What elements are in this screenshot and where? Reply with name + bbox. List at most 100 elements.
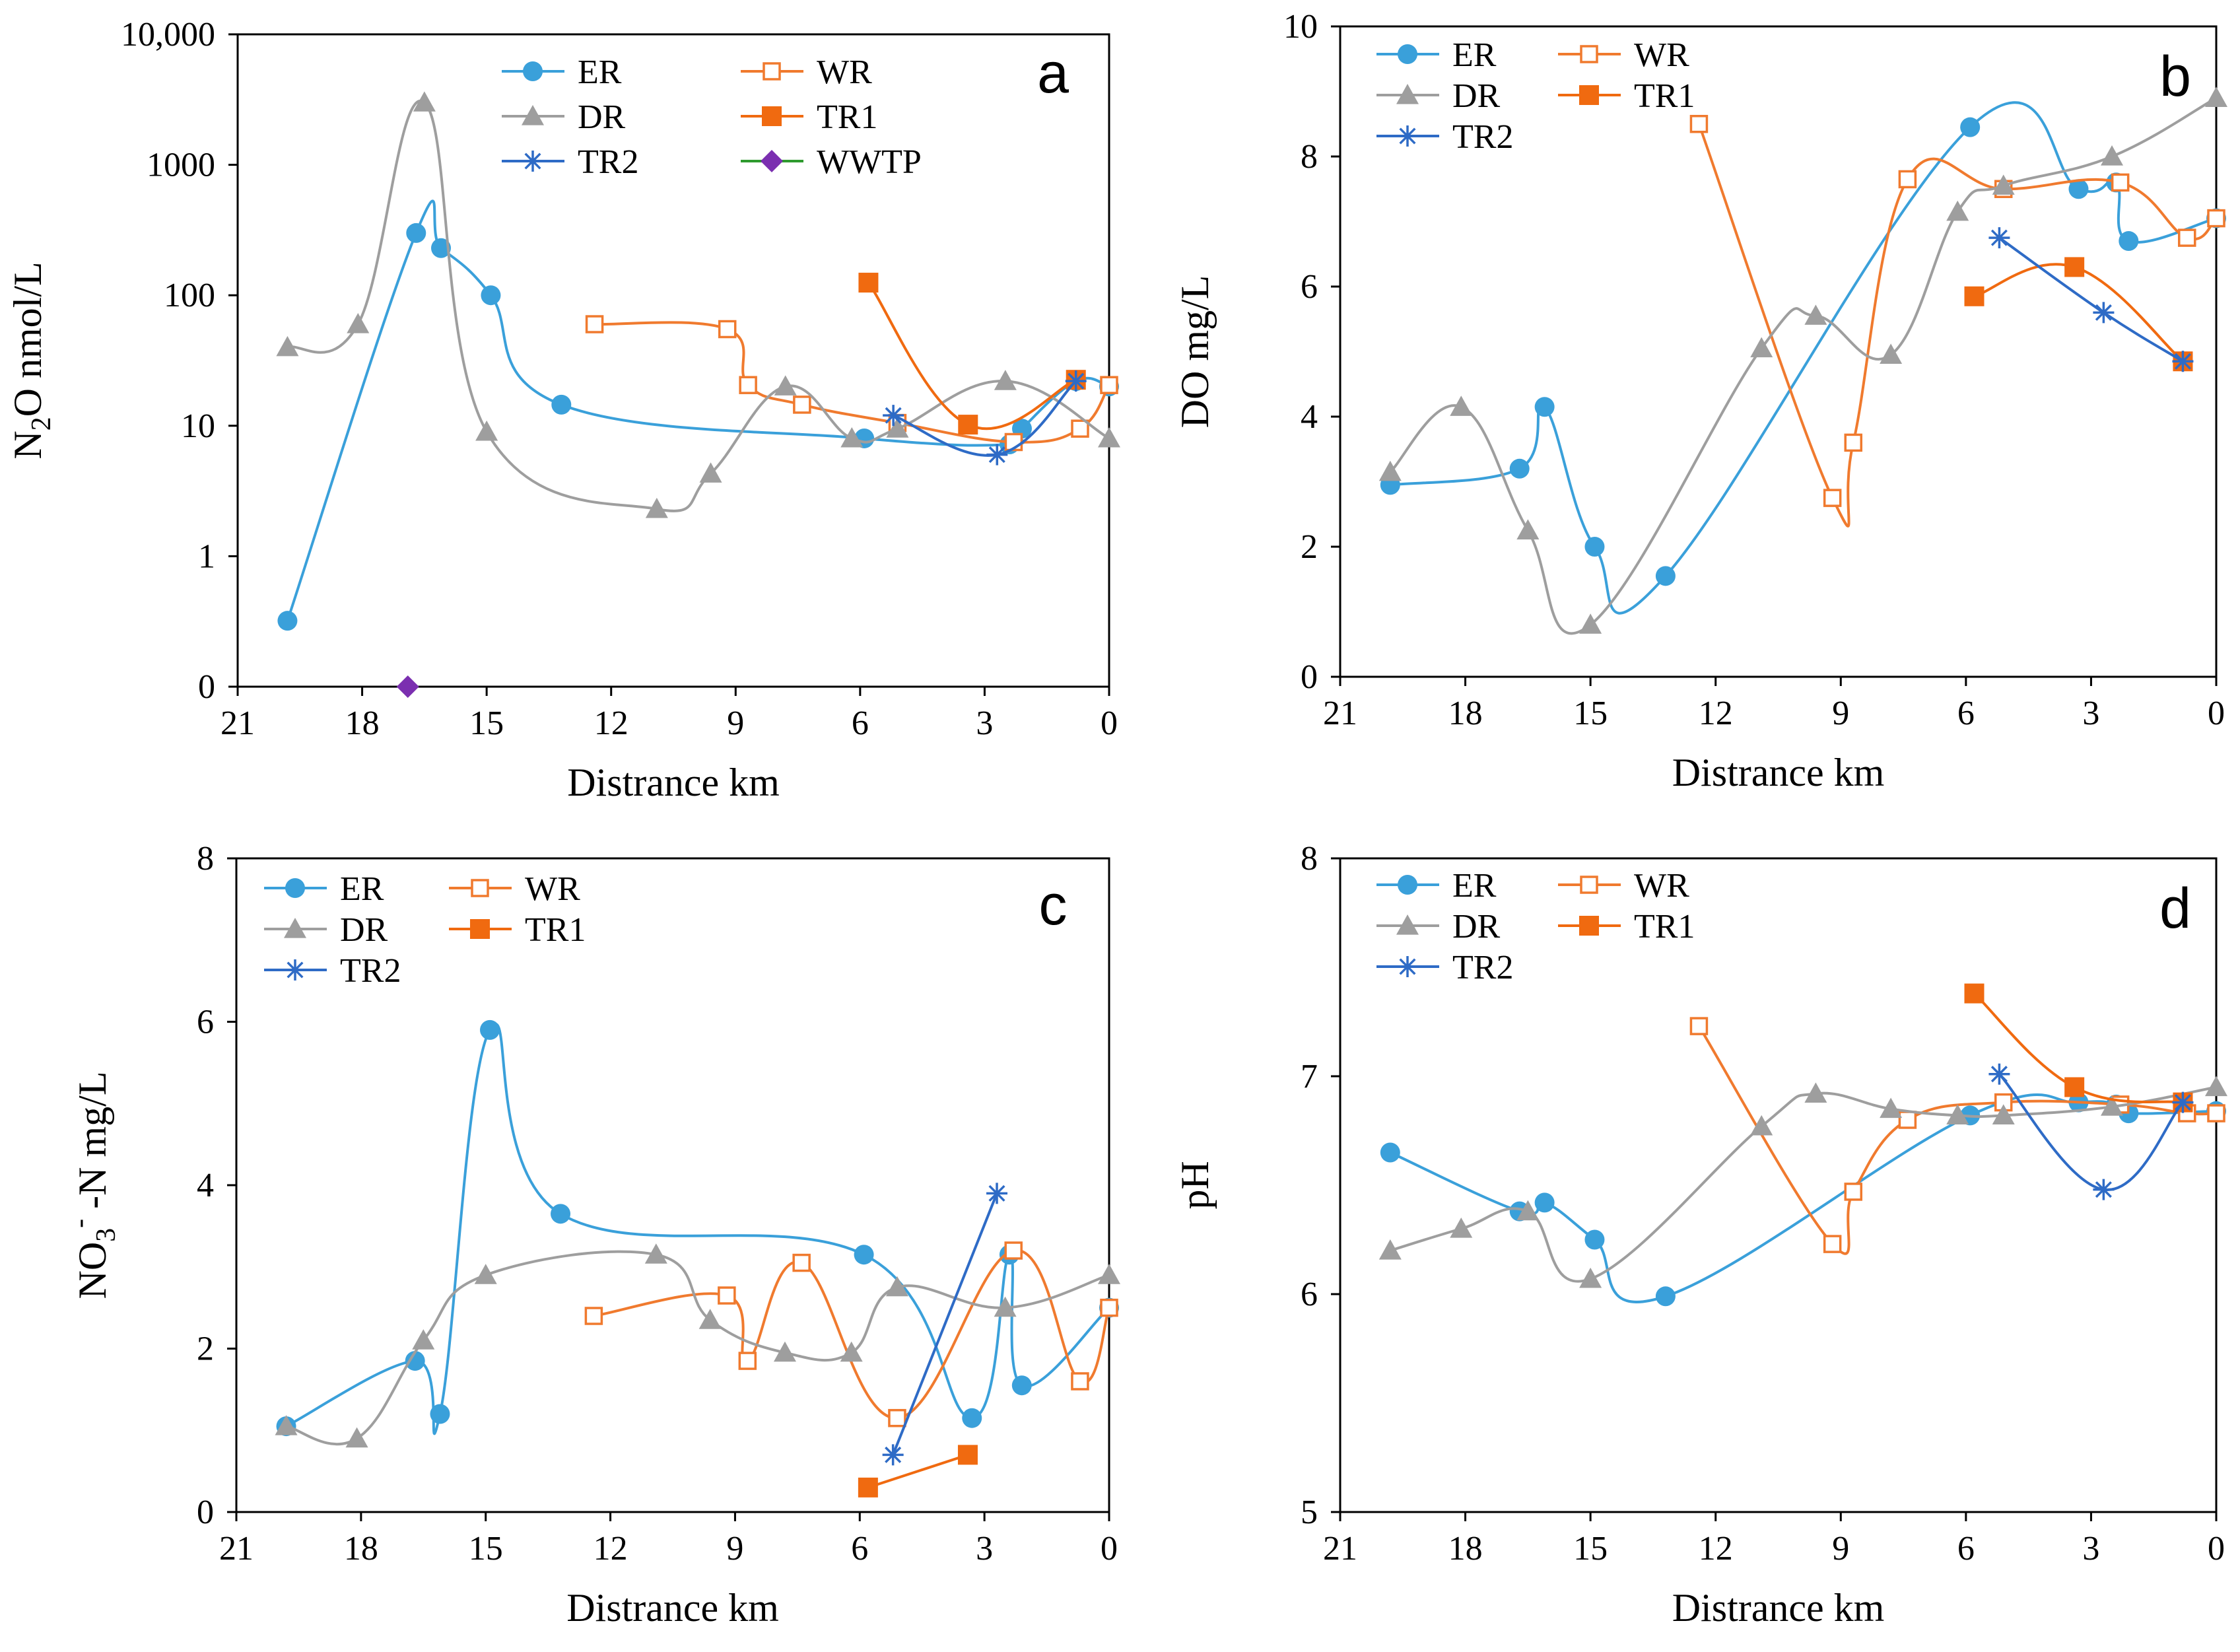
y-tick-label: 10 (181, 407, 215, 445)
marker-tr1 (762, 106, 782, 126)
marker-dr (774, 375, 797, 396)
marker-dr (1098, 427, 1120, 448)
marker-wr (793, 396, 811, 414)
marker-tr2 (2172, 351, 2194, 372)
marker-dr (1804, 304, 1827, 325)
marker-dr (840, 427, 864, 448)
marker-er (481, 285, 501, 306)
x-tick-label: 0 (2208, 1530, 2225, 1567)
marker-tr2 (1988, 1063, 2010, 1085)
legend-label-wwtp: WWTP (817, 143, 922, 181)
marker-wr (1004, 1241, 1023, 1260)
marker-dr (994, 370, 1017, 390)
legend-label-tr1: TR1 (525, 911, 586, 949)
marker-wr (1898, 170, 1917, 189)
legend: ER WR DR TR1 TR2 WWTP (502, 53, 922, 181)
series-dr (1378, 1076, 2227, 1288)
marker-er (854, 1245, 874, 1265)
marker-er (1534, 1192, 1555, 1213)
y-tick-label: 6 (1301, 268, 1318, 306)
y-axis-label: N2O nmol/L (6, 261, 57, 459)
marker-wr (1071, 1372, 1089, 1391)
marker-er (551, 394, 572, 415)
series-tr1 (858, 273, 1086, 435)
marker-tr2 (285, 959, 306, 981)
marker-dr (345, 1427, 368, 1448)
marker-wwtp (396, 675, 419, 698)
chart-panel-a: 21 18 15 12 9 6 3 0 0 1 10 100 1000 10,000 Distrance k… (6, 16, 1120, 804)
x-tick-label: 15 (469, 705, 504, 742)
legend-label-tr1: TR1 (1634, 77, 1695, 115)
marker-dr (1579, 613, 1602, 634)
marker-dr (412, 1329, 435, 1350)
legend-label-tr1: TR1 (817, 98, 877, 136)
chart-panel-d: 21 18 15 12 9 6 3 0 5 6 7 8 Distrance km pH ER WR DR TR1 T… (1173, 840, 2227, 1630)
y-tick-label: 6 (197, 1004, 214, 1041)
x-tick-label: 15 (469, 1530, 503, 1567)
marker-tr1 (470, 919, 490, 939)
series-dr (275, 1243, 1120, 1448)
marker-tr2 (522, 151, 543, 172)
x-tick-label: 6 (1957, 695, 1975, 732)
x-tick-label: 12 (594, 1530, 628, 1567)
legend-label-tr2: TR2 (578, 143, 638, 181)
marker-dr (1516, 1200, 1540, 1221)
series-tr2 (882, 1183, 1008, 1466)
series-line-dr (1389, 96, 2217, 635)
marker-wr (1071, 419, 1089, 438)
marker-tr1 (957, 1445, 978, 1465)
marker-er (277, 611, 298, 631)
marker-er (406, 223, 426, 243)
x-axis-label: Distrance km (566, 1586, 779, 1630)
marker-dr (1098, 1264, 1120, 1284)
x-tick-label: 6 (1957, 1530, 1975, 1567)
marker-dr (773, 1341, 796, 1362)
x-tick-label: 18 (1448, 695, 1483, 732)
legend-label-wr: WR (817, 53, 872, 91)
marker-er (1011, 1375, 1032, 1396)
marker-dr (1946, 1104, 1969, 1124)
marker-wr (471, 879, 489, 897)
x-tick-label: 21 (1323, 1530, 1357, 1567)
series-tr2 (883, 370, 1087, 465)
marker-dr (1396, 914, 1419, 935)
legend-label-wr: WR (525, 870, 580, 908)
marker-dr (1516, 519, 1540, 539)
legend-label-tr1: TR1 (1634, 908, 1695, 946)
marker-wr (888, 1408, 906, 1428)
marker-dr (522, 105, 544, 125)
marker-tr1 (1579, 85, 1599, 105)
x-axis-label: Distrance km (567, 761, 780, 804)
marker-er (551, 1204, 571, 1224)
y-axis-label-rest: O nmol/L (6, 261, 50, 417)
marker-tr1 (1964, 983, 1985, 1004)
y-axis-label: DO mg/L (1173, 275, 1217, 429)
x-axis-label: Distrance km (1672, 1586, 1885, 1630)
legend-label-dr: DR (578, 98, 626, 136)
marker-dr (1750, 337, 1773, 358)
x-tick-label: 3 (976, 1530, 993, 1567)
series-wr (585, 315, 1118, 452)
legend-label-er: ER (340, 870, 384, 908)
marker-wr (739, 376, 757, 394)
x-tick-label: 0 (1101, 705, 1118, 742)
panel-letter: c (1039, 874, 1068, 937)
x-tick-label: 15 (1573, 1530, 1608, 1567)
x-tick-label: 9 (726, 1530, 743, 1567)
marker-wr (1823, 489, 1842, 507)
marker-dr (284, 918, 306, 938)
plot-area-frame (236, 33, 1110, 688)
x-tick-label: 9 (1832, 1530, 1849, 1567)
series-wr (1689, 1017, 2225, 1255)
x-tick-label: 0 (1101, 1530, 1118, 1567)
marker-er (1655, 1286, 1676, 1307)
marker-tr2 (1065, 370, 1087, 392)
legend-label-er: ER (578, 53, 622, 91)
x-tick-label: 12 (1699, 695, 1733, 732)
marker-wr (718, 1286, 736, 1305)
marker-wr (2207, 209, 2225, 228)
y-axis-label: NO3- -N mg/L (65, 1072, 121, 1299)
x-tick-label: 6 (852, 705, 869, 742)
